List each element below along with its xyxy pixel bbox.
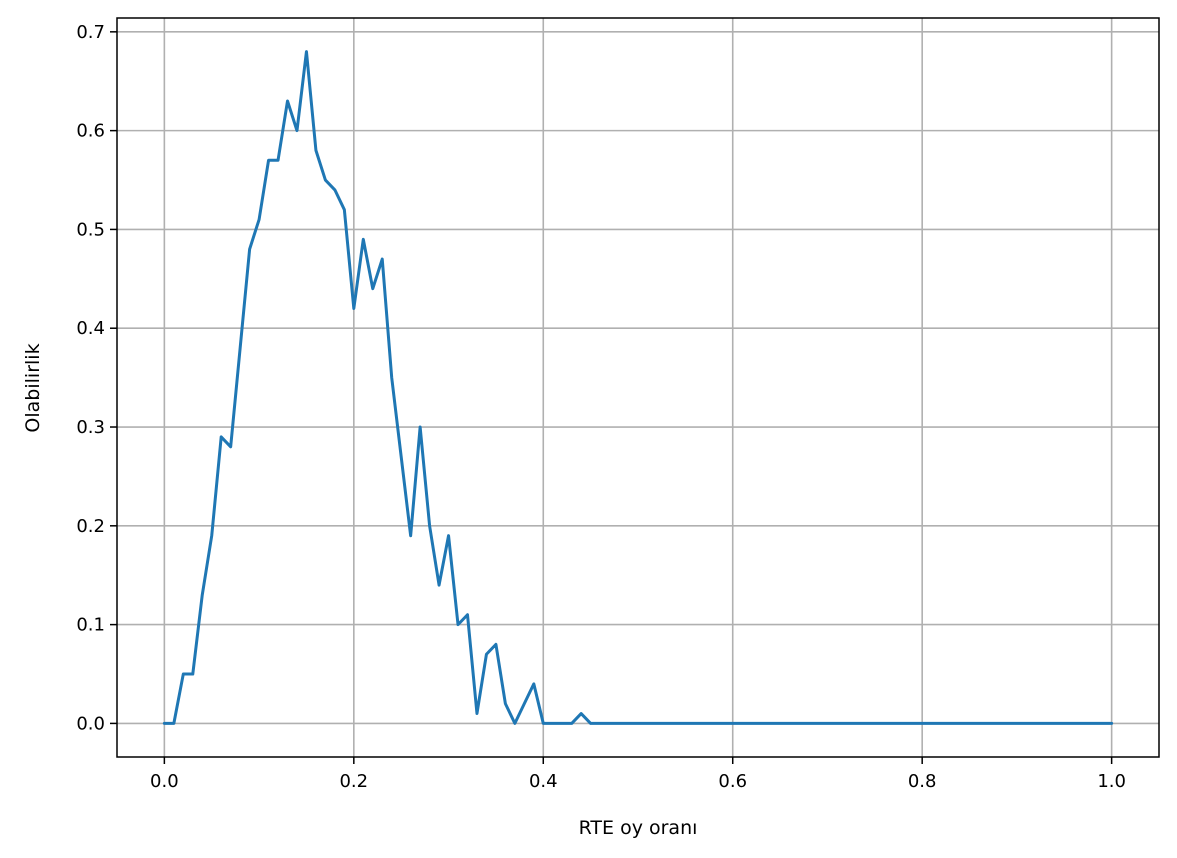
series-layer	[162, 50, 1114, 725]
y-tick-label: 0.1	[76, 615, 105, 636]
y-tick-label: 0.3	[76, 417, 105, 438]
y-tick-label: 0.4	[76, 318, 105, 339]
x-tick-label: 0.6	[718, 771, 747, 792]
x-tick-label: 0.0	[150, 771, 179, 792]
x-tick-label: 1.0	[1097, 771, 1126, 792]
plot-frame	[116, 17, 1160, 758]
y-axis-label: Olabilirlik	[22, 343, 44, 432]
x-tick-label: 0.2	[339, 771, 368, 792]
series-line	[162, 50, 1114, 725]
x-tick-label: 0.8	[908, 771, 937, 792]
y-tick-label: 0.6	[76, 121, 105, 142]
y-tick-label: 0.5	[76, 219, 105, 240]
x-axis-label: RTE oy oranı	[579, 817, 698, 839]
x-tick-label: 0.4	[529, 771, 558, 792]
x-axis-ticks: 0.0 0.2 0.4 0.6 0.8 1.0	[150, 757, 1126, 792]
y-tick-label: 0.0	[76, 713, 105, 734]
y-tick-label: 0.2	[76, 516, 105, 537]
grid	[117, 18, 1159, 757]
y-axis-ticks: 0.0 0.1 0.2 0.3 0.4 0.5 0.6 0.7	[76, 22, 117, 734]
plot-background	[117, 18, 1159, 757]
y-tick-label: 0.7	[76, 22, 105, 43]
